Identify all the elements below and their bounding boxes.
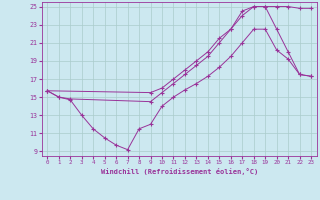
X-axis label: Windchill (Refroidissement éolien,°C): Windchill (Refroidissement éolien,°C) [100,168,258,175]
